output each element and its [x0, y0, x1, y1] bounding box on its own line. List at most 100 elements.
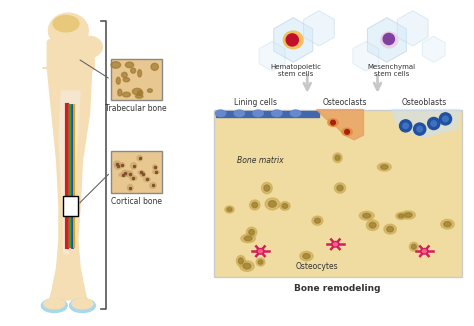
Ellipse shape [114, 161, 120, 167]
Ellipse shape [249, 230, 255, 235]
Ellipse shape [132, 88, 142, 95]
Ellipse shape [369, 222, 376, 228]
Ellipse shape [140, 172, 146, 177]
Ellipse shape [258, 250, 262, 253]
Ellipse shape [137, 70, 142, 77]
Ellipse shape [241, 234, 255, 243]
Ellipse shape [333, 153, 342, 163]
Ellipse shape [144, 177, 150, 182]
Polygon shape [397, 11, 428, 46]
Ellipse shape [72, 299, 93, 309]
Ellipse shape [123, 78, 129, 82]
Ellipse shape [381, 32, 398, 48]
Ellipse shape [244, 236, 252, 241]
Text: Trabecular bone: Trabecular bone [106, 104, 167, 113]
Ellipse shape [253, 110, 263, 117]
Circle shape [286, 34, 298, 46]
Ellipse shape [250, 200, 260, 210]
Ellipse shape [118, 89, 122, 96]
Ellipse shape [227, 208, 232, 212]
Polygon shape [353, 41, 379, 71]
Ellipse shape [127, 171, 133, 177]
Polygon shape [392, 110, 459, 138]
Ellipse shape [404, 213, 412, 217]
Ellipse shape [265, 198, 280, 210]
Ellipse shape [240, 261, 254, 271]
Ellipse shape [328, 119, 338, 126]
FancyBboxPatch shape [110, 58, 162, 100]
Ellipse shape [119, 173, 127, 177]
Ellipse shape [262, 183, 272, 194]
Polygon shape [259, 41, 285, 71]
Bar [63, 196, 78, 216]
Ellipse shape [225, 206, 234, 213]
Ellipse shape [114, 163, 121, 169]
Ellipse shape [411, 244, 416, 249]
Ellipse shape [291, 110, 301, 117]
Text: Cortical bone: Cortical bone [111, 197, 162, 206]
Bar [216, 111, 319, 117]
Ellipse shape [337, 185, 343, 191]
Ellipse shape [359, 211, 374, 220]
Ellipse shape [243, 263, 251, 269]
Circle shape [400, 120, 412, 132]
Ellipse shape [282, 203, 288, 208]
Polygon shape [43, 68, 92, 300]
Ellipse shape [272, 110, 282, 117]
FancyBboxPatch shape [214, 110, 462, 277]
Circle shape [403, 123, 409, 129]
Ellipse shape [342, 128, 352, 136]
Circle shape [331, 120, 336, 125]
Ellipse shape [264, 185, 270, 191]
Ellipse shape [77, 37, 102, 57]
Ellipse shape [401, 211, 415, 219]
Ellipse shape [312, 216, 323, 225]
Text: Osteoclasts: Osteoclasts [322, 98, 367, 107]
Ellipse shape [332, 242, 339, 247]
Ellipse shape [377, 163, 391, 171]
Circle shape [431, 121, 437, 126]
Ellipse shape [387, 227, 393, 232]
Ellipse shape [116, 77, 120, 84]
Ellipse shape [396, 213, 406, 219]
Text: Mesenchymal
stem cells: Mesenchymal stem cells [367, 64, 416, 77]
Text: Lining cells: Lining cells [234, 98, 277, 107]
Ellipse shape [130, 176, 137, 181]
Ellipse shape [258, 260, 263, 264]
Ellipse shape [268, 201, 276, 207]
Text: Osteoblasts: Osteoblasts [402, 98, 447, 107]
Ellipse shape [363, 213, 371, 218]
Ellipse shape [136, 95, 143, 98]
Ellipse shape [128, 185, 133, 191]
Polygon shape [303, 11, 334, 46]
Circle shape [417, 126, 422, 132]
Ellipse shape [256, 258, 265, 266]
Ellipse shape [48, 13, 88, 48]
Text: Osteocytes: Osteocytes [295, 262, 338, 271]
Polygon shape [274, 18, 313, 62]
Ellipse shape [441, 219, 454, 229]
Ellipse shape [122, 92, 130, 97]
FancyBboxPatch shape [47, 40, 94, 70]
Circle shape [345, 129, 349, 134]
Circle shape [383, 34, 394, 45]
Ellipse shape [303, 254, 310, 259]
Ellipse shape [420, 248, 428, 254]
Text: Bone matrix: Bone matrix [237, 156, 284, 165]
Ellipse shape [137, 91, 143, 96]
Ellipse shape [150, 183, 156, 188]
Ellipse shape [257, 248, 264, 254]
Ellipse shape [53, 16, 79, 32]
Ellipse shape [41, 299, 67, 313]
Polygon shape [317, 110, 364, 140]
FancyBboxPatch shape [110, 151, 162, 193]
Ellipse shape [137, 156, 143, 161]
Ellipse shape [234, 110, 245, 117]
Ellipse shape [70, 299, 95, 313]
Ellipse shape [334, 183, 346, 193]
Ellipse shape [300, 251, 313, 261]
Ellipse shape [366, 220, 379, 230]
Ellipse shape [398, 214, 404, 218]
Ellipse shape [335, 155, 340, 160]
Ellipse shape [121, 72, 127, 78]
